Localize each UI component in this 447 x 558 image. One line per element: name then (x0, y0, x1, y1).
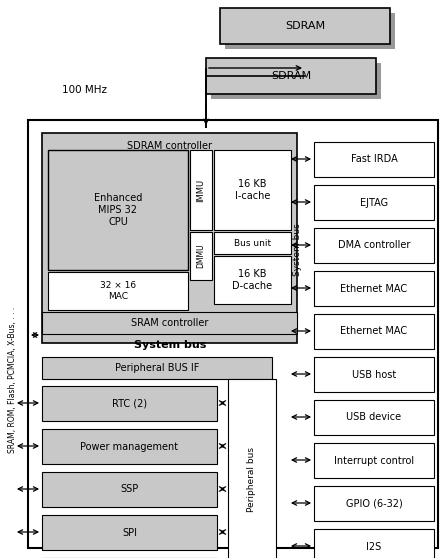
Bar (220, 8, 390, 44)
Text: Fast IRDA: Fast IRDA (350, 155, 397, 165)
Text: 100 MHz: 100 MHz (62, 85, 107, 95)
Text: EJTAG: EJTAG (360, 198, 388, 208)
Bar (48, 272, 188, 310)
Text: SRAM controller: SRAM controller (131, 318, 208, 328)
Bar (214, 150, 291, 230)
Text: DMA controller: DMA controller (338, 240, 410, 251)
Bar (211, 63, 381, 99)
Text: Enhanced
MIPS 32
CPU: Enhanced MIPS 32 CPU (94, 194, 142, 227)
Bar (314, 271, 434, 306)
Text: 16 KB
D-cache: 16 KB D-cache (232, 269, 273, 291)
Text: DMMU: DMMU (197, 244, 206, 268)
Text: RTC (2): RTC (2) (112, 398, 147, 408)
Bar (228, 379, 276, 558)
Bar (314, 443, 434, 478)
Bar (314, 529, 434, 558)
Text: Peripheral BUS IF: Peripheral BUS IF (115, 363, 199, 373)
Bar (314, 314, 434, 349)
Text: SRAM, ROM, Flash, PCMCIA, X-Bus, . . .: SRAM, ROM, Flash, PCMCIA, X-Bus, . . . (8, 307, 17, 453)
Text: Peripheral bus: Peripheral bus (248, 446, 257, 512)
Bar (42, 386, 217, 421)
Bar (314, 357, 434, 392)
Text: 16 KB
I-cache: 16 KB I-cache (235, 179, 270, 201)
Text: IMMU: IMMU (197, 179, 206, 201)
Bar (42, 515, 217, 550)
Bar (42, 312, 297, 334)
Bar (190, 232, 212, 280)
Bar (314, 228, 434, 263)
Bar (42, 472, 217, 507)
Text: SDRAM controller: SDRAM controller (127, 141, 212, 151)
Text: Bus unit: Bus unit (234, 238, 271, 248)
Bar (42, 429, 217, 464)
Bar (206, 58, 376, 94)
Text: SPI: SPI (122, 527, 137, 537)
Bar (28, 120, 438, 548)
Text: I2S: I2S (367, 541, 382, 551)
Bar (314, 400, 434, 435)
Text: USB host: USB host (352, 369, 396, 379)
Text: Power management: Power management (80, 441, 178, 451)
Bar (214, 256, 291, 304)
Text: System bus: System bus (294, 224, 303, 276)
Bar (314, 142, 434, 177)
Text: GPIO (6-32): GPIO (6-32) (346, 498, 402, 508)
Bar (42, 357, 272, 379)
Text: Interrupt control: Interrupt control (334, 455, 414, 465)
Text: SDRAM: SDRAM (271, 71, 311, 81)
Text: SDRAM: SDRAM (285, 21, 325, 31)
Text: 32 × 16
MAC: 32 × 16 MAC (100, 281, 136, 301)
Text: Ethernet MAC: Ethernet MAC (341, 283, 408, 294)
Bar (225, 13, 395, 49)
Bar (314, 185, 434, 220)
Bar (314, 486, 434, 521)
Bar (42, 133, 297, 343)
Bar (48, 150, 188, 270)
Bar (190, 150, 212, 230)
Text: USB device: USB device (346, 412, 401, 422)
Text: Ethernet MAC: Ethernet MAC (341, 326, 408, 336)
Text: SSP: SSP (120, 484, 139, 494)
Bar (214, 232, 291, 254)
Text: System bus: System bus (134, 340, 206, 350)
